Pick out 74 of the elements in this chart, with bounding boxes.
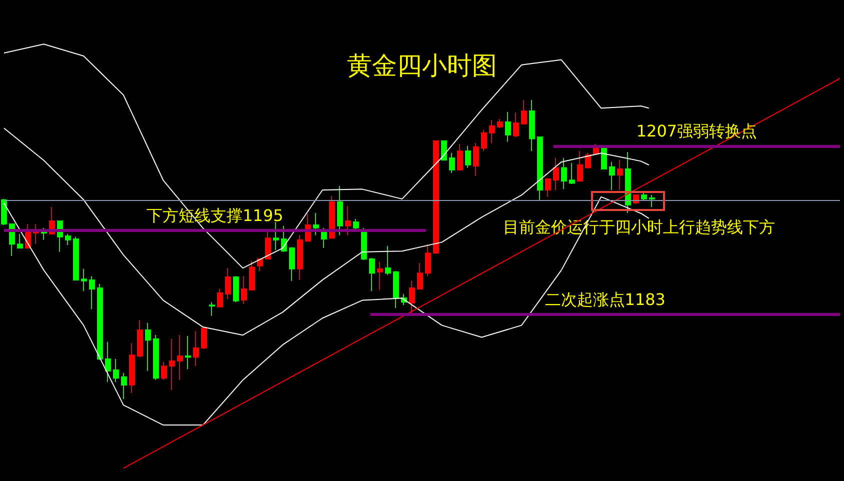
candlestick <box>489 119 495 144</box>
candlestick <box>369 257 375 292</box>
candlestick <box>177 334 183 380</box>
candlestick <box>121 372 127 400</box>
candlestick <box>289 246 295 282</box>
candlestick <box>561 157 567 190</box>
candlestick <box>65 233 71 246</box>
candlestick <box>241 276 247 304</box>
candlestick <box>129 342 135 394</box>
candlestick <box>433 140 439 254</box>
candlestick <box>1 198 7 226</box>
candlestick <box>449 152 455 174</box>
candlestick <box>641 192 647 202</box>
candlestick <box>585 152 591 168</box>
candlestick <box>33 224 39 245</box>
candlestick <box>377 262 383 290</box>
candlestick <box>601 146 607 170</box>
candlestick <box>425 244 431 277</box>
candlestick <box>201 328 207 350</box>
candlestick <box>89 276 95 310</box>
ref-line-label: 下方短线支撑1195 <box>146 206 284 225</box>
candlestick <box>193 330 199 367</box>
candlestick <box>409 280 415 314</box>
candlestick <box>649 194 655 208</box>
candlestick <box>617 160 623 190</box>
candlestick <box>297 234 303 280</box>
candlestick <box>97 283 103 361</box>
candlestick <box>385 245 391 276</box>
candlestick <box>185 335 191 370</box>
candlestick <box>145 322 151 372</box>
candlestick <box>537 136 543 200</box>
candlestick <box>577 150 583 182</box>
candlestick <box>265 231 271 260</box>
chart-title: 黄金四小时图 <box>347 51 497 80</box>
candlestick <box>441 140 447 161</box>
candlestick <box>521 99 527 124</box>
candlestick <box>105 341 111 382</box>
candlestick <box>113 358 119 382</box>
candlestick <box>153 334 159 380</box>
candlestick <box>465 145 471 168</box>
candlestick <box>505 111 511 142</box>
candlestick <box>249 260 255 290</box>
candlestick <box>625 151 631 214</box>
ref-line-label: 二次起涨点1183 <box>544 290 666 310</box>
candlestick <box>513 112 519 138</box>
candlestick <box>321 227 327 248</box>
candlestick <box>217 288 223 308</box>
candlestick <box>17 233 23 248</box>
candlestick <box>529 99 535 152</box>
candlestick <box>345 206 351 236</box>
candlestick <box>161 361 167 380</box>
candlestick <box>273 221 279 251</box>
candlestick <box>473 142 479 176</box>
candlestick <box>609 161 615 190</box>
candlestick <box>233 276 239 303</box>
candlestick <box>41 227 47 240</box>
candlestick <box>497 118 503 129</box>
candlestick <box>545 178 551 198</box>
candlestick <box>481 129 487 152</box>
candlestick <box>137 320 143 358</box>
candlestick <box>329 195 335 239</box>
candlestick <box>553 157 559 190</box>
candlestick <box>393 270 399 309</box>
candlestick <box>73 236 79 280</box>
candlestick <box>257 258 263 272</box>
candlestick <box>209 302 215 316</box>
candlestick <box>169 338 175 391</box>
candlestick <box>457 143 463 170</box>
candlestick <box>417 262 423 290</box>
candlestick <box>225 268 231 300</box>
candlestick <box>81 268 87 292</box>
candlestick <box>337 186 343 236</box>
candlestick <box>569 162 575 184</box>
candlestick <box>313 212 319 236</box>
